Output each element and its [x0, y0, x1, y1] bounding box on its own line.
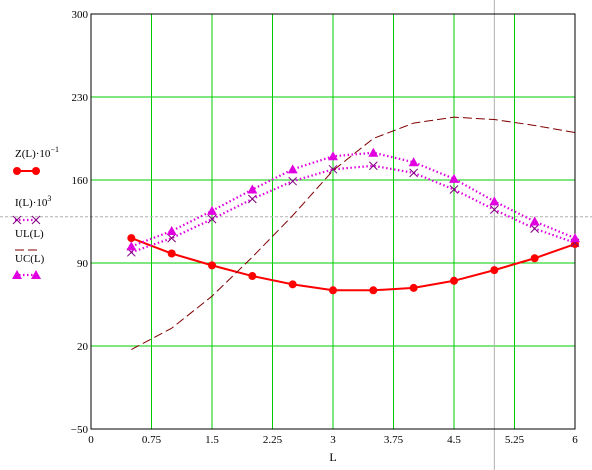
data-point-triangle [247, 184, 258, 194]
y-tick-label: 300 [72, 9, 89, 21]
series-line [131, 116, 576, 350]
data-point-circle [167, 249, 176, 258]
data-point-x [167, 233, 177, 243]
y-tick-label: 230 [72, 92, 89, 104]
x-tick-label: 4.5 [447, 434, 461, 446]
data-point-x [489, 205, 499, 214]
data-point-x [328, 164, 338, 174]
series-layer [126, 116, 580, 350]
series-0 [127, 234, 579, 295]
x-axis-label: L [329, 450, 336, 464]
x-tick-label: 6 [572, 434, 578, 446]
y-tick-label: 160 [72, 175, 89, 187]
legend-label: I(L)·103 [15, 194, 51, 209]
data-point-circle [409, 283, 418, 292]
series-line [130, 164, 576, 254]
data-point-x [247, 194, 257, 204]
legend-label-text: UL(L) [15, 228, 44, 240]
data-point-triangle [328, 151, 338, 161]
legend-label-superscript: 3 [47, 194, 51, 203]
series-1 [126, 161, 580, 257]
data-point-triangle [166, 225, 177, 235]
data-point-triangle [489, 196, 500, 206]
data-point-triangle [449, 173, 459, 183]
plot-frame [90, 13, 576, 430]
data-point-triangle [12, 270, 22, 279]
data-point-triangle [529, 216, 540, 226]
data-point-x [449, 185, 459, 194]
data-point-circle [248, 272, 257, 281]
data-point-circle [329, 286, 337, 295]
data-point-x [31, 215, 41, 225]
series-line [130, 151, 576, 248]
data-point-triangle [207, 205, 217, 215]
data-point-x [12, 215, 22, 225]
legend-entry: I(L)·103 [12, 194, 51, 225]
y-tick-label: 90 [77, 258, 89, 270]
data-point-triangle [287, 164, 298, 174]
x-tick-label: 0 [88, 434, 94, 446]
data-point-x [288, 176, 298, 186]
x-tick-label: 5.25 [505, 434, 525, 446]
legend-label: UC(L) [15, 253, 45, 265]
data-point-triangle [368, 147, 379, 157]
data-point-circle [13, 167, 21, 175]
data-point-triangle [126, 241, 137, 251]
legend-label-text: Z(L)·10 [15, 148, 51, 160]
data-point-x [368, 161, 378, 171]
series-2 [131, 116, 576, 350]
series-line [130, 237, 576, 292]
data-point-triangle [31, 270, 41, 279]
legend-entry: UL(L) [15, 228, 44, 251]
data-point-triangle [408, 157, 419, 167]
x-tick-label: 3 [330, 434, 336, 446]
x-tick-label: 3.75 [384, 434, 404, 446]
y-tick-label: 20 [77, 341, 89, 353]
x-tick-label: 0.75 [142, 434, 162, 446]
legend-label-text: I(L)·10 [15, 197, 48, 209]
legend-entry: UC(L) [12, 253, 45, 279]
data-point-circle [490, 266, 499, 275]
legend-label: UL(L) [15, 228, 44, 240]
legend: Z(L)·10−1 I(L)·103 UL(L) UC(L) [12, 145, 59, 279]
data-point-circle [127, 234, 136, 243]
data-point-circle [450, 276, 458, 285]
series-3 [126, 147, 580, 251]
data-point-x [207, 214, 217, 224]
data-point-circle [369, 286, 378, 295]
legend-label: Z(L)·10−1 [15, 145, 59, 160]
data-point-circle [288, 280, 297, 289]
legend-label-text: UC(L) [15, 253, 45, 265]
y-tick-label: −50 [71, 424, 89, 436]
data-point-circle [530, 254, 539, 263]
data-point-x [409, 168, 419, 178]
legend-label-superscript: −1 [50, 145, 59, 154]
data-point-circle [208, 261, 216, 270]
data-point-x [530, 224, 540, 233]
data-point-triangle [570, 233, 580, 243]
data-point-circle [32, 167, 40, 175]
x-tick-label: 2.25 [263, 434, 283, 446]
x-tick-label: 1.5 [205, 434, 219, 446]
grid [91, 14, 575, 429]
legend-entry: Z(L)·10−1 [13, 145, 59, 175]
tick-labels: 0 0.75 1.5 2.25 3 3.75 4.5 5.25 6 300 230 160 90 20 −5… [71, 9, 578, 446]
